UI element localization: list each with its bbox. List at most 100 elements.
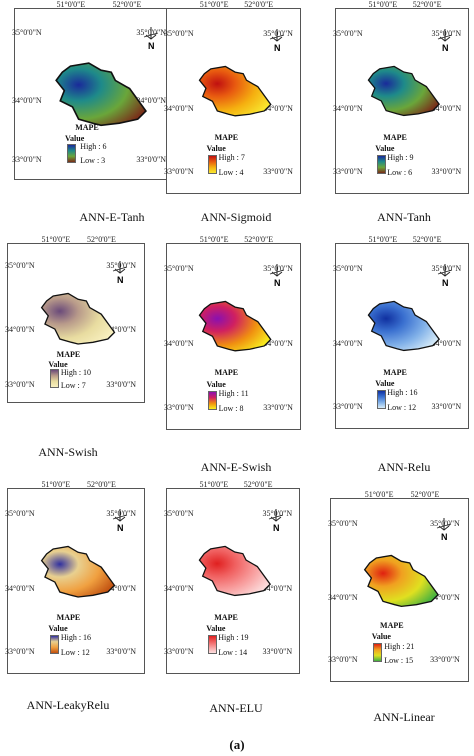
north-label: N bbox=[274, 43, 281, 53]
lat-label-34: 34°0'0"N bbox=[164, 103, 194, 113]
legend-high: High : 7 bbox=[218, 153, 245, 163]
legend-low: Low : 4 bbox=[218, 167, 244, 177]
legend-high: High : 16 bbox=[387, 388, 418, 398]
map-title: MAPE bbox=[75, 123, 99, 133]
north-arrow-icon: N bbox=[436, 518, 451, 542]
lat-label-34: 34°0'0"N bbox=[333, 103, 363, 113]
legend-colorbar bbox=[49, 634, 59, 654]
legend-colorbar bbox=[49, 369, 59, 389]
lat-label-33: 33°0'0"N bbox=[164, 646, 194, 656]
map-panel: 51°0'0"E 52°0'0"E 35°0'0"N 34°0'0"N 33°0'0"N… bbox=[333, 1, 469, 194]
lon-label-52: 52°0'0"E bbox=[244, 235, 274, 244]
lat-label-35: 35°0'0"N bbox=[5, 261, 35, 271]
lat-label-35-right: 35°0'0"N bbox=[106, 509, 137, 519]
north-arrow-icon: N bbox=[438, 263, 453, 288]
map-caption: ANN-LeakyRelu bbox=[26, 698, 110, 712]
province-map bbox=[198, 65, 272, 117]
lat-label-34-right: 34°0'0"N bbox=[106, 583, 137, 593]
lat-label-33-right: 33°0'0"N bbox=[263, 402, 293, 412]
lon-label-52: 52°0'0"E bbox=[87, 480, 116, 489]
legend-low: Low : 6 bbox=[387, 167, 413, 177]
map-caption: ANN-Tanh bbox=[377, 210, 431, 224]
lat-label-34-right: 34°0'0"N bbox=[106, 325, 137, 335]
lat-label-35: 35°0'0"N bbox=[5, 509, 35, 519]
province-map bbox=[55, 61, 147, 126]
lat-label-34-right: 34°0'0"N bbox=[431, 338, 462, 348]
legend-colorbar bbox=[207, 390, 217, 410]
legend-high: High : 16 bbox=[60, 633, 92, 643]
province-map bbox=[40, 545, 115, 598]
north-label: N bbox=[442, 278, 449, 288]
map-panel: 51°0'0"E 52°0'0"E 35°0'0"N 34°0'0"N 33°0'0"N… bbox=[164, 1, 301, 194]
lat-label-34: 34°0'0"N bbox=[328, 592, 358, 602]
legend-title: Value bbox=[375, 143, 395, 153]
lat-label-33: 33°0'0"N bbox=[328, 655, 358, 665]
north-label: N bbox=[441, 532, 448, 542]
lon-label-51: 51°0'0"E bbox=[199, 480, 229, 489]
map-title: MAPE bbox=[214, 612, 238, 622]
legend-colorbar bbox=[376, 154, 386, 174]
lat-label-34-right: 34°0'0"N bbox=[263, 103, 293, 113]
legend-low: Low : 7 bbox=[60, 380, 86, 390]
lon-label-51: 51°0'0"E bbox=[364, 490, 394, 499]
lat-label-33-right: 33°0'0"N bbox=[262, 646, 293, 656]
map-caption: ANN-E-Tanh bbox=[79, 210, 145, 224]
north-label: N bbox=[117, 275, 124, 285]
lat-label-35-right: 35°0'0"N bbox=[106, 261, 137, 271]
lat-label-33: 33°0'0"N bbox=[333, 401, 363, 411]
lat-label-33-right: 33°0'0"N bbox=[106, 646, 137, 656]
map-panel: 51°0'0"E 52°0'0"E 35°0'0"N 34°0'0"N 33°0'0"N… bbox=[164, 236, 301, 430]
lon-label-52: 52°0'0"E bbox=[410, 490, 440, 499]
legend-low: Low : 12 bbox=[60, 647, 90, 657]
legend-low: Low : 3 bbox=[80, 155, 106, 165]
legend-high: High : 21 bbox=[384, 641, 415, 651]
map-caption: ANN-E-Swish bbox=[200, 460, 272, 474]
lat-label-34-right: 34°0'0"N bbox=[431, 103, 462, 113]
lat-label-33: 33°0'0"N bbox=[12, 154, 42, 164]
north-arrow-icon: N bbox=[112, 261, 128, 285]
legend-title: Value bbox=[206, 143, 226, 153]
lat-label-34: 34°0'0"N bbox=[5, 583, 35, 593]
province-map bbox=[367, 65, 440, 116]
lat-label-33: 33°0'0"N bbox=[164, 166, 194, 176]
lat-label-34-right: 34°0'0"N bbox=[136, 96, 167, 106]
lon-label-51: 51°0'0"E bbox=[41, 235, 71, 244]
north-arrow-icon: N bbox=[269, 28, 285, 53]
map-title: MAPE bbox=[380, 621, 404, 631]
lat-label-34: 34°0'0"N bbox=[5, 325, 35, 335]
legend-colorbar bbox=[207, 154, 217, 174]
map-title: MAPE bbox=[56, 612, 81, 622]
lat-label-33: 33°0'0"N bbox=[333, 166, 363, 176]
lat-label-35: 35°0'0"N bbox=[333, 264, 363, 274]
map-title: MAPE bbox=[383, 367, 407, 377]
map-title: MAPE bbox=[56, 350, 81, 360]
map-caption: ANN-Linear bbox=[373, 710, 435, 724]
lon-label-51: 51°0'0"E bbox=[368, 235, 398, 244]
lon-label-52: 52°0'0"E bbox=[243, 480, 273, 489]
lat-label-33: 33°0'0"N bbox=[5, 646, 35, 656]
map-panel: 51°0'0"E 52°0'0"E 35°0'0"N 34°0'0"N 33°0'0"N… bbox=[328, 491, 469, 682]
north-label: N bbox=[442, 43, 449, 53]
lat-label-34: 34°0'0"N bbox=[164, 339, 194, 349]
lat-label-35-right: 35°0'0"N bbox=[262, 509, 293, 519]
map-caption: ANN-Swish bbox=[38, 445, 98, 459]
north-arrow-icon: N bbox=[143, 27, 158, 51]
lon-label-51: 51°0'0"E bbox=[56, 0, 86, 9]
lat-label-33-right: 33°0'0"N bbox=[263, 166, 293, 176]
legend-colorbar bbox=[373, 643, 383, 663]
lat-label-35: 35°0'0"N bbox=[164, 264, 194, 274]
north-label: N bbox=[274, 278, 281, 288]
legend-title: Value bbox=[206, 379, 226, 389]
map-panel: 51°0'0"E 52°0'0"E 35°0'0"N 34°0'0"N 33°0'0"N… bbox=[333, 236, 469, 429]
lat-label-33-right: 33°0'0"N bbox=[106, 379, 137, 389]
legend-high: High : 19 bbox=[218, 633, 249, 643]
legend-high: High : 6 bbox=[80, 142, 107, 152]
province-map bbox=[363, 554, 439, 608]
map-caption: ANN-ELU bbox=[209, 701, 263, 715]
lat-label-35: 35°0'0"N bbox=[164, 509, 194, 519]
north-label: N bbox=[273, 523, 280, 533]
lat-label-34-right: 34°0'0"N bbox=[430, 592, 460, 602]
lat-label-34-right: 34°0'0"N bbox=[263, 339, 293, 349]
legend-title: Value bbox=[371, 632, 391, 642]
legend-title: Value bbox=[375, 378, 395, 388]
